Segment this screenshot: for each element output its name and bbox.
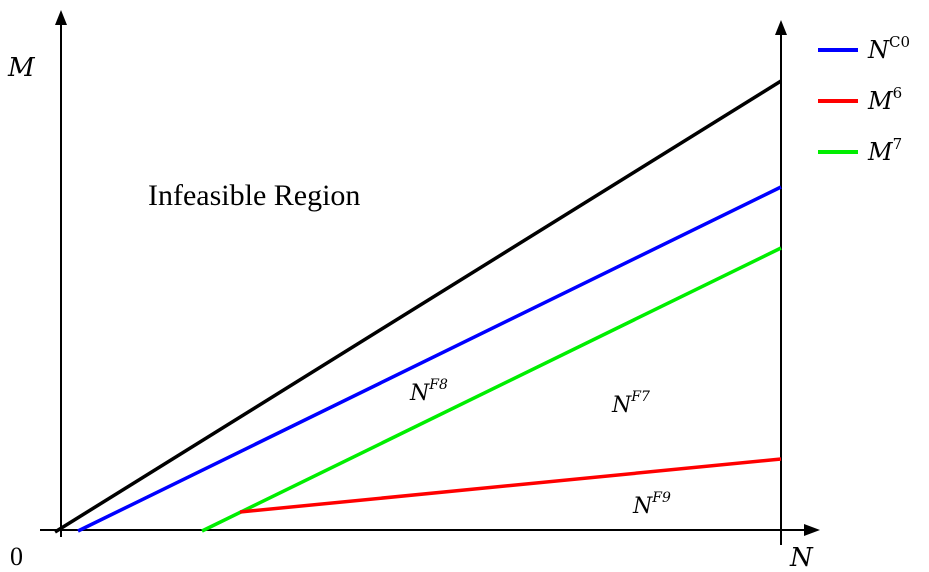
legend-label-m-6: M6 [867, 84, 902, 115]
y-axis-right-arrow-icon [775, 20, 787, 35]
boundary-line [54, 79, 782, 534]
line-m-6 [239, 457, 782, 514]
x-axis-label: N [789, 543, 814, 572]
y-axis-left-arrow-icon [55, 10, 67, 25]
x-axis-arrow-icon [804, 524, 820, 536]
legend-label-n-c0: NC0 [867, 33, 910, 64]
origin-label: 0 [10, 542, 23, 571]
region-label-nf8: NF8 [409, 377, 448, 406]
legend: NC0 M6 M7 [818, 33, 910, 166]
infeasible-region-label: Infeasible Region [148, 179, 360, 212]
region-label-nf9: NF9 [632, 490, 671, 519]
region-label-nf7: NF7 [611, 389, 650, 418]
y-axis-label: M [7, 53, 36, 83]
legend-label-m-7: M7 [867, 135, 902, 166]
line-m-7 [201, 246, 782, 533]
line-n-c0 [77, 185, 782, 533]
